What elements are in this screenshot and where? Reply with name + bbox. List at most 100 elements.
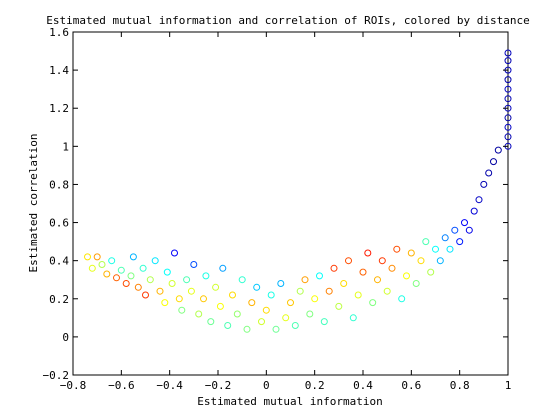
data-point <box>465 226 473 234</box>
data-point <box>200 295 207 303</box>
x-tick-label: 0.2 <box>305 379 325 392</box>
data-point <box>267 291 275 299</box>
x-tick-label: 0.6 <box>401 379 421 392</box>
data-point <box>311 295 319 303</box>
y-tick-label: 1.4 <box>49 64 69 77</box>
data-point <box>412 280 420 287</box>
data-point <box>93 253 101 261</box>
x-tick-label: 0 <box>263 379 270 392</box>
data-point <box>340 280 348 287</box>
data-point <box>161 299 169 307</box>
data-point <box>253 283 261 291</box>
x-tick-label: −0.8 <box>60 379 87 392</box>
data-point <box>446 245 454 253</box>
data-point <box>233 310 241 318</box>
data-point <box>359 268 367 276</box>
data-point <box>243 325 251 333</box>
data-point <box>490 158 497 166</box>
data-point <box>407 249 415 257</box>
x-tick-label: 0.8 <box>450 379 470 392</box>
data-point <box>306 310 314 318</box>
y-tick-label: 0.4 <box>49 255 69 268</box>
data-point <box>142 291 149 299</box>
data-point <box>122 280 130 287</box>
data-point <box>485 169 493 177</box>
y-tick-label: 0 <box>62 331 69 344</box>
data-point <box>190 261 198 268</box>
data-point <box>127 272 135 280</box>
data-point <box>470 207 478 215</box>
data-point <box>103 270 111 278</box>
data-point <box>175 295 183 303</box>
data-point <box>129 253 137 261</box>
data-point <box>427 268 435 276</box>
data-point <box>287 299 294 307</box>
data-point <box>163 268 171 276</box>
data-point <box>187 287 195 295</box>
data-point <box>195 310 203 318</box>
data-point <box>171 249 178 257</box>
data-point <box>374 276 381 284</box>
data-point <box>354 291 362 299</box>
data-point <box>113 274 120 282</box>
data-point <box>88 264 96 272</box>
data-point <box>504 49 512 57</box>
y-tick-label: 0.8 <box>49 178 69 191</box>
y-tick-label: 1 <box>62 140 69 153</box>
data-point <box>296 287 304 295</box>
data-point <box>238 276 246 284</box>
data-point <box>335 302 343 310</box>
x-axis-label: Estimated mutual information <box>197 395 382 408</box>
data-point <box>422 238 430 246</box>
data-point <box>146 276 154 284</box>
x-tick-label: 1 <box>505 379 512 392</box>
y-tick-label: 1.6 <box>49 26 69 39</box>
data-point <box>168 280 176 287</box>
plot-area <box>72 31 509 376</box>
y-tick-label: 0.2 <box>49 293 69 306</box>
data-point <box>117 266 125 274</box>
data-point <box>291 322 299 329</box>
data-point <box>84 253 91 261</box>
data-point <box>325 287 333 295</box>
data-point <box>272 325 280 333</box>
data-point <box>282 314 290 322</box>
y-tick-label: 0.6 <box>49 217 69 230</box>
data-point <box>451 226 459 234</box>
x-tick-label: 0.4 <box>353 379 373 392</box>
data-point <box>316 272 323 280</box>
data-point <box>301 276 309 284</box>
data-point <box>504 123 512 131</box>
data-point <box>456 238 464 246</box>
data-point <box>229 291 236 299</box>
chart-title: Estimated mutual information and correla… <box>46 14 529 27</box>
y-axis-label: Estimated correlation <box>27 133 40 272</box>
data-point <box>202 272 210 280</box>
data-point <box>436 257 444 265</box>
data-point <box>108 257 116 265</box>
data-point <box>504 57 512 65</box>
data-point <box>330 264 338 272</box>
data-point <box>494 146 502 154</box>
data-point <box>212 283 220 291</box>
data-point <box>403 272 410 280</box>
data-point <box>216 302 224 310</box>
x-tick-label: −0.4 <box>156 379 183 392</box>
y-tick-label: −0.2 <box>43 369 70 382</box>
data-point <box>156 287 164 295</box>
data-point <box>364 249 372 257</box>
data-point <box>378 257 386 265</box>
data-point <box>345 257 352 265</box>
data-point <box>461 219 468 227</box>
data-point <box>388 264 396 272</box>
data-point <box>475 196 483 204</box>
data-point <box>219 264 227 272</box>
axis-ticks: −0.8 −0.6 −0.4 −0.2 0 0.2 0.4 0.6 0.8 1 −0.2 0 0.2 0.… <box>43 26 512 392</box>
data-point <box>504 95 512 103</box>
data-point <box>398 295 406 303</box>
data-point <box>349 314 357 322</box>
data-point <box>277 280 285 287</box>
data-point <box>432 245 439 253</box>
x-tick-label: −0.6 <box>108 379 135 392</box>
data-point <box>504 133 512 141</box>
